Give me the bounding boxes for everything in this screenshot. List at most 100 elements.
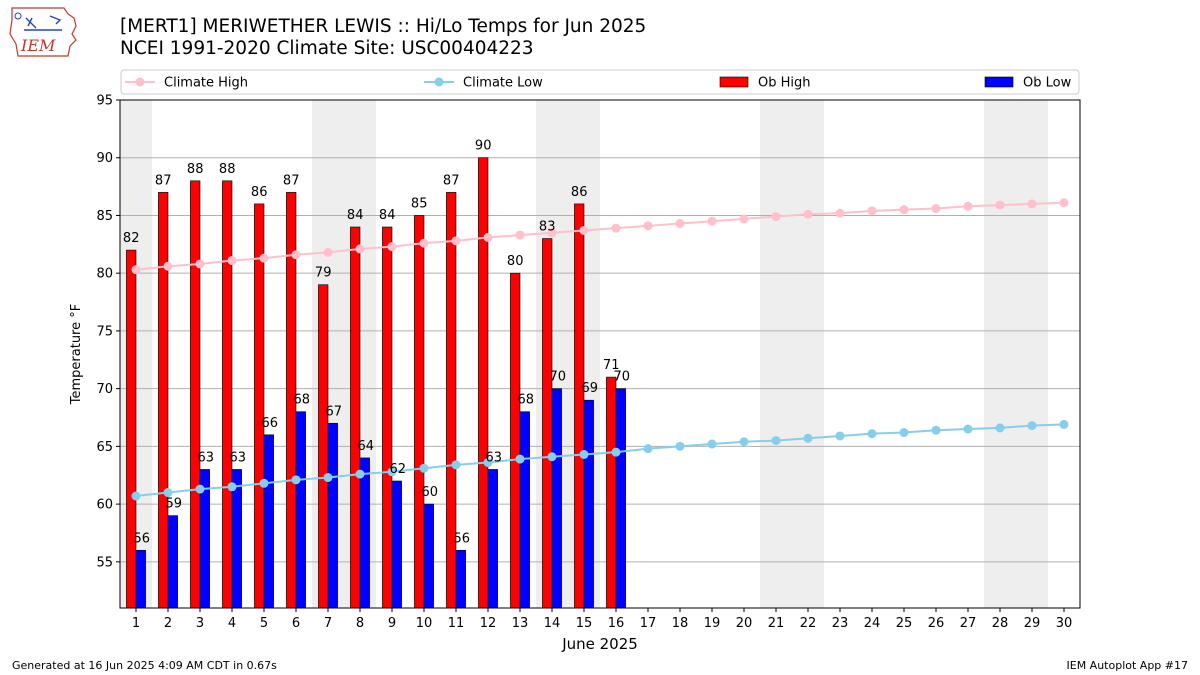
x-tick-label: 14 [544, 616, 561, 631]
climate-high-point [291, 250, 301, 260]
climate-low-point [835, 431, 845, 441]
ob-high-value-label: 71 [603, 358, 620, 373]
ob-high-value-label: 84 [379, 208, 396, 223]
x-tick-label: 10 [416, 616, 433, 631]
climate-low-point [163, 488, 173, 498]
climate-high-point [227, 255, 237, 265]
ob-low-bar [167, 515, 178, 609]
ob-low-bar [135, 549, 146, 609]
climate-high-point [131, 265, 141, 275]
x-tick-label: 8 [356, 616, 364, 631]
x-tick-label: 27 [960, 616, 977, 631]
climate-low-point [739, 437, 749, 447]
climate-high-point [259, 253, 269, 263]
ob-low-bar [487, 469, 498, 609]
climate-high-legend-marker [135, 77, 145, 87]
x-tick-label: 6 [292, 616, 300, 631]
climate-low-point [291, 475, 301, 485]
climate-high-point [163, 261, 173, 271]
x-tick-label: 28 [992, 616, 1009, 631]
ob-low-value-label: 69 [582, 381, 599, 396]
x-tick-label: 29 [1024, 616, 1041, 631]
climate-low-point [931, 425, 941, 435]
x-tick-label: 30 [1056, 616, 1073, 631]
ob-low-bar [423, 503, 434, 609]
ob-high-value-label: 83 [539, 220, 556, 235]
ob-high-value-label: 88 [219, 162, 236, 177]
x-tick-label: 15 [576, 616, 593, 631]
ob-low-value-label: 60 [422, 485, 439, 500]
ob-high-value-label: 85 [411, 196, 428, 211]
x-tick-label: 23 [832, 616, 849, 631]
ob-low-value-label: 63 [198, 450, 215, 465]
climate-low-point [803, 433, 813, 443]
climate-high-point [1059, 198, 1069, 208]
ob-low-value-label: 64 [358, 439, 375, 454]
climate-low-point [707, 439, 717, 449]
climate-high-point [963, 201, 973, 211]
ob-low-bar [391, 480, 402, 609]
ob-high-bar [574, 203, 585, 609]
x-tick-label: 11 [448, 616, 465, 631]
y-tick-label: 95 [96, 94, 113, 109]
y-tick-label: 55 [96, 555, 113, 570]
ob-high-bar [542, 238, 553, 609]
ob-low-value-label: 68 [294, 393, 311, 408]
ob-high-value-label: 90 [475, 139, 492, 154]
weekend-band [760, 100, 792, 608]
y-tick-label: 70 [96, 382, 113, 397]
ob-high-value-label: 84 [347, 208, 364, 223]
legend-label-ob-low: Ob Low [1023, 76, 1072, 91]
climate-low-point [867, 429, 877, 439]
ob-high-value-label: 87 [443, 173, 460, 188]
climate-high-point [355, 244, 365, 254]
climate-high-point [515, 230, 525, 240]
ob-high-value-label: 86 [251, 185, 268, 200]
ob-low-value-label: 63 [486, 450, 503, 465]
generated-timestamp: Generated at 16 Jun 2025 4:09 AM CDT in … [12, 659, 277, 672]
climate-low-point [1059, 419, 1069, 429]
ob-high-bar [350, 226, 361, 609]
ob-low-value-label: 62 [390, 462, 407, 477]
x-tick-label: 24 [864, 616, 881, 631]
climate-low-point [483, 458, 493, 468]
x-tick-label: 3 [196, 616, 204, 631]
climate-high-point [451, 236, 461, 246]
logo-text: IEM [20, 36, 56, 55]
ob-high-value-label: 87 [283, 173, 300, 188]
legend-label-climate-high: Climate High [164, 76, 248, 91]
x-tick-label: 5 [260, 616, 268, 631]
ob-high-bar [382, 226, 393, 609]
climate-low-point [963, 424, 973, 434]
ob-high-bar [510, 272, 521, 609]
climate-high-point [1027, 199, 1037, 209]
legend: Climate High Climate Low Ob High Ob Low [120, 69, 1080, 95]
ob-low-bar [359, 457, 370, 609]
climate-high-point [707, 216, 717, 226]
climate-high-point [995, 200, 1005, 210]
x-tick-label: 17 [640, 616, 657, 631]
climate-low-point [675, 441, 685, 451]
climate-high-point [419, 238, 429, 248]
climate-low-point [995, 423, 1005, 433]
climate-low-point [611, 447, 621, 457]
climate-high-point [835, 208, 845, 218]
climate-low-legend-marker [434, 77, 444, 87]
climate-high-point [739, 214, 749, 224]
ob-low-value-label: 67 [326, 404, 343, 419]
climate-low-point [547, 452, 557, 462]
ob-low-legend-swatch [984, 76, 1014, 88]
ob-low-bar [551, 388, 562, 609]
climate-high-point [611, 223, 621, 233]
y-tick-label: 80 [96, 267, 113, 282]
ob-high-value-label: 87 [155, 173, 172, 188]
ob-low-bar [263, 434, 274, 609]
ob-high-value-label: 86 [571, 185, 588, 200]
sun-icon [14, 12, 22, 20]
climate-high-point [931, 204, 941, 214]
ob-high-bar [222, 180, 233, 609]
ob-low-value-label: 68 [518, 393, 535, 408]
x-tick-label: 16 [608, 616, 625, 631]
ob-high-bar [606, 376, 617, 609]
